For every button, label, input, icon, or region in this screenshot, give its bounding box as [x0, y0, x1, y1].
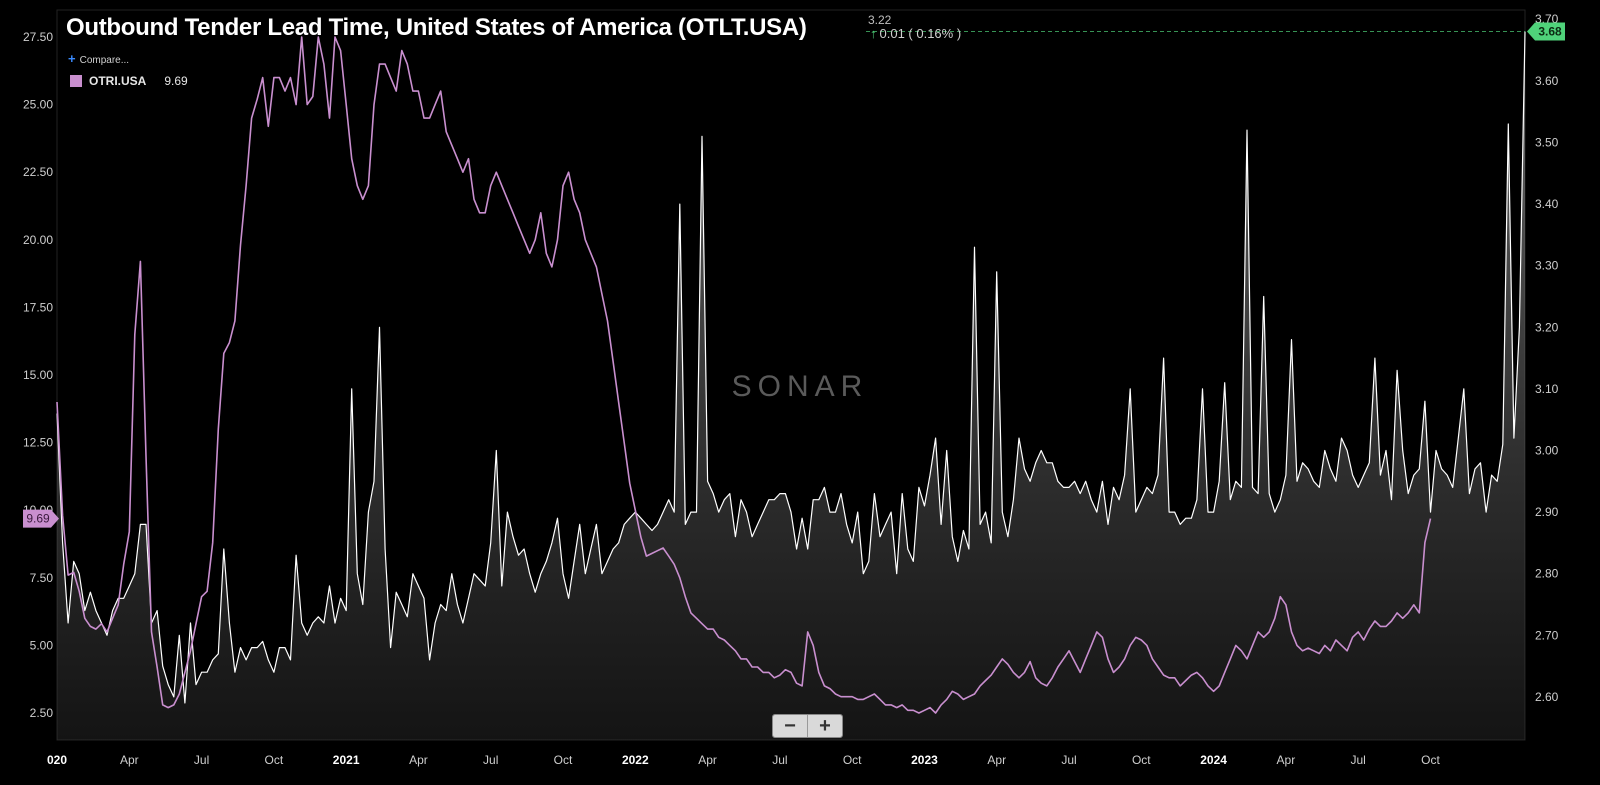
x-tick-label: Jul [483, 753, 498, 767]
right-tick-label: 3.10 [1535, 382, 1559, 396]
otlt-area [57, 31, 1525, 741]
chart-title: Outbound Tender Lead Time, United States… [66, 14, 807, 41]
up-arrow-icon: ↑ [870, 26, 877, 41]
legend-swatch [70, 75, 82, 87]
legend-label: OTRI.USA [89, 74, 147, 88]
x-tick-label: Oct [1132, 753, 1151, 767]
otri-series [56, 36, 1432, 714]
right-value-marker [1527, 22, 1565, 41]
right-value-marker-label: 3.68 [1538, 25, 1562, 39]
otlt-line [56, 31, 1526, 704]
zoom-in-button[interactable]: + [807, 715, 842, 737]
x-tick-label: 2024 [1200, 753, 1227, 767]
zoom-out-button[interactable]: − [773, 715, 807, 737]
legend-value: 9.69 [164, 74, 188, 88]
left-tick-label: 7.50 [30, 571, 54, 585]
x-tick-label: 2022 [622, 753, 649, 767]
x-tick-label: 020 [47, 753, 67, 767]
x-tick-label: 2021 [333, 753, 360, 767]
left-tick-label: 17.50 [23, 300, 53, 314]
left-tick-label: 12.50 [23, 436, 53, 450]
x-tick-label: Jul [772, 753, 787, 767]
left-tick-label: 27.50 [23, 30, 53, 44]
left-tick-label: 22.50 [23, 165, 53, 179]
x-tick-label: Jul [1061, 753, 1076, 767]
legend-item-otri[interactable]: OTRI.USA 9.69 [70, 74, 188, 88]
right-tick-label: 3.20 [1535, 320, 1559, 334]
right-tick-label: 2.80 [1535, 567, 1559, 581]
x-tick-label: Apr [409, 753, 428, 767]
x-tick-label: 2023 [911, 753, 938, 767]
right-tick-label: 3.60 [1535, 74, 1559, 88]
left-tick-label: 5.00 [30, 638, 54, 652]
zoom-controls: − + [772, 714, 843, 738]
x-tick-label: Apr [1277, 753, 1296, 767]
x-tick-label: Apr [987, 753, 1006, 767]
sonar-watermark: SONAR [732, 370, 869, 403]
left-tick-label: 25.00 [23, 98, 53, 112]
x-tick-label: Jul [1351, 753, 1366, 767]
otlt-series [56, 31, 1526, 741]
x-tick-label: Oct [1421, 753, 1440, 767]
right-tick-label: 3.50 [1535, 135, 1559, 149]
right-tick-label: 2.60 [1535, 690, 1559, 704]
right-tick-label: 3.40 [1535, 197, 1559, 211]
left-tick-label: 2.50 [30, 706, 54, 720]
last-value: 3.22 [868, 13, 892, 27]
right-tick-label: 3.00 [1535, 443, 1559, 457]
x-tick-label: Apr [698, 753, 717, 767]
compare-label: Compare... [79, 55, 130, 66]
left-tick-label: 20.00 [23, 233, 53, 247]
right-y-axis: 2.60 2.70 2.80 2.90 3.00 3.10 3.20 3.30 3.40 3.50… [1535, 12, 1559, 704]
x-tick-label: Oct [554, 753, 573, 767]
plus-icon: + [68, 51, 76, 66]
left-value-marker-label: 9.69 [26, 512, 50, 526]
compare-button[interactable]: + Compare... [68, 51, 129, 66]
otri-line [56, 36, 1432, 714]
change-indicator: ↑ 0.01 ( 0.16% ) [870, 26, 961, 41]
left-value-marker [23, 509, 59, 528]
right-tick-label: 3.30 [1535, 259, 1559, 273]
left-y-axis: 2.505.007.5010.0012.5015.0017.5020.0022.… [23, 30, 53, 720]
x-tick-label: Oct [265, 753, 284, 767]
left-tick-label: 15.00 [23, 368, 53, 382]
x-axis: 020 Apr Jul Oct 2021 Apr Jul Oct 2022 Apr Jul Oct 20… [47, 753, 1440, 767]
x-tick-label: Jul [194, 753, 209, 767]
right-tick-label: 2.70 [1535, 628, 1559, 642]
x-tick-label: Apr [120, 753, 139, 767]
right-tick-label: 2.90 [1535, 505, 1559, 519]
x-tick-label: Oct [843, 753, 862, 767]
change-text: 0.01 ( 0.16% ) [879, 26, 962, 41]
